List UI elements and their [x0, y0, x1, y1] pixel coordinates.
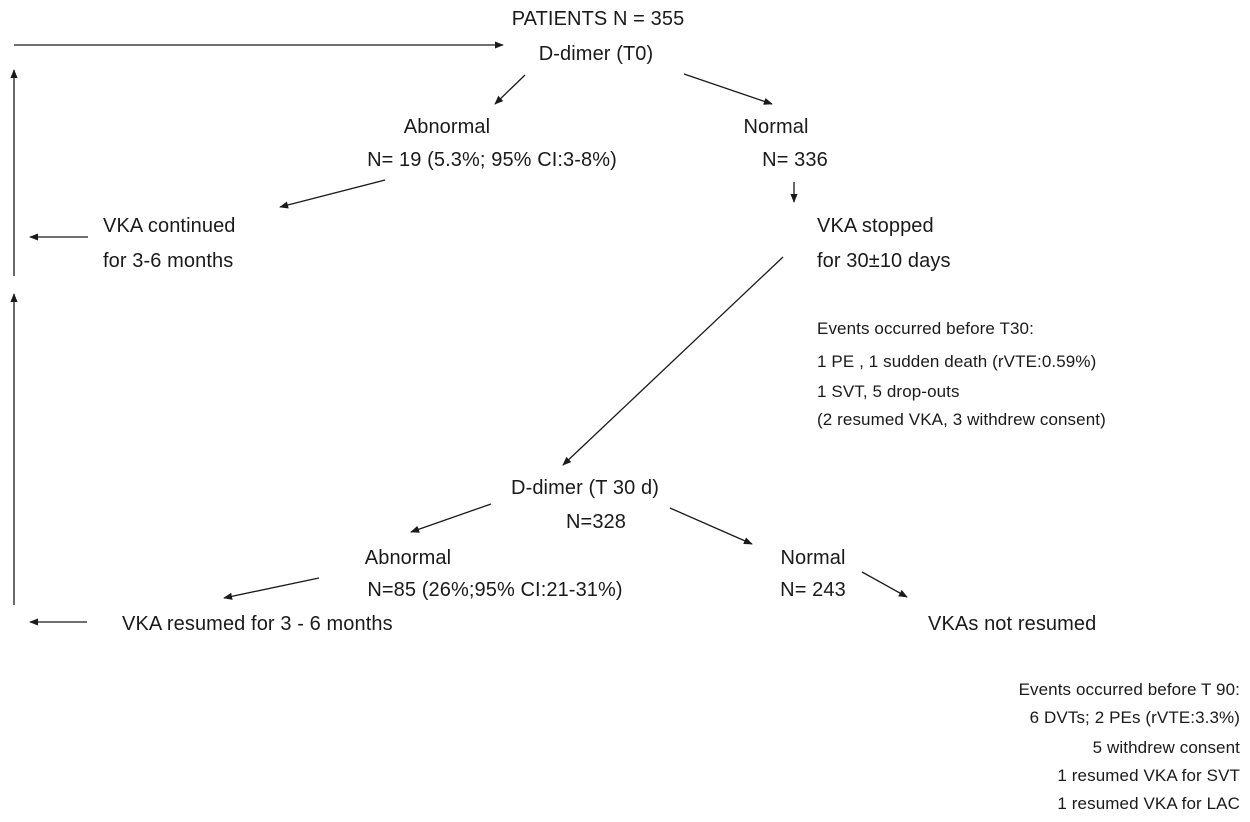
events-t30-line: (2 resumed VKA, 3 withdrew consent) — [817, 410, 1106, 429]
vka-resumed: VKA resumed for 3 - 6 months — [122, 613, 393, 635]
arrow-t30-to-abnormal — [410, 503, 492, 533]
arrow-abnormal-to-vka-resumed — [223, 577, 320, 600]
events-t90-line: 1 resumed VKA for SVT — [1057, 766, 1240, 785]
arrow-abnormal-to-vka-continued — [279, 179, 386, 209]
arrow-t30-to-normal — [669, 507, 753, 545]
ddimer-t30-count: N=328 — [566, 511, 626, 533]
arrow-t0-to-normal — [683, 73, 773, 105]
vka-continued-line1: VKA continued — [103, 215, 236, 237]
ddimer-t30: D-dimer (T 30 d) — [511, 477, 659, 499]
t0-abnormal-label: Abnormal — [403, 116, 491, 138]
vka-stopped-line1: VKA stopped — [817, 215, 934, 237]
events-t30-line: 1 SVT, 5 drop-outs — [817, 382, 960, 401]
events-t90-line: 5 withdrew consent — [1092, 738, 1240, 757]
t30-abnormal-count: N=85 (26%;95% CI:21-31%) — [367, 579, 623, 601]
events-t90-line: 1 resumed VKA for LAC — [1057, 794, 1240, 813]
events-t30-line: 1 PE , 1 sudden death (rVTE:0.59%) — [817, 352, 1097, 371]
t30-normal-count: N= 243 — [780, 579, 846, 601]
vka-stopped-line2: for 30±10 days — [817, 250, 951, 272]
t0-normal-label: Normal — [743, 116, 809, 138]
t30-abnormal-label: Abnormal — [364, 547, 452, 569]
events-t30-heading: Events occurred before T30: — [817, 319, 1034, 338]
t0-normal-count: N= 336 — [762, 149, 828, 171]
ddimer-t0: D-dimer (T0) — [538, 43, 654, 65]
arrow-vka-stopped-to-ddimer-t30 — [562, 256, 784, 466]
vkas-not-resumed: VKAs not resumed — [928, 613, 1097, 635]
t0-abnormal-count: N= 19 (5.3%; 95% CI:3-8%) — [367, 149, 617, 171]
vka-continued-line2: for 3-6 months — [103, 250, 234, 272]
arrow-normal-to-vkas-not-resumed — [861, 571, 908, 598]
arrow-t0-to-abnormal — [494, 74, 526, 105]
events-t90-heading: Events occurred before T 90: — [1018, 680, 1240, 699]
events-t90-line: 6 DVTs; 2 PEs (rVTE:3.3%) — [1029, 708, 1240, 727]
patients-total: PATIENTS N = 355 — [511, 8, 685, 30]
t30-normal-label: Normal — [780, 547, 846, 569]
